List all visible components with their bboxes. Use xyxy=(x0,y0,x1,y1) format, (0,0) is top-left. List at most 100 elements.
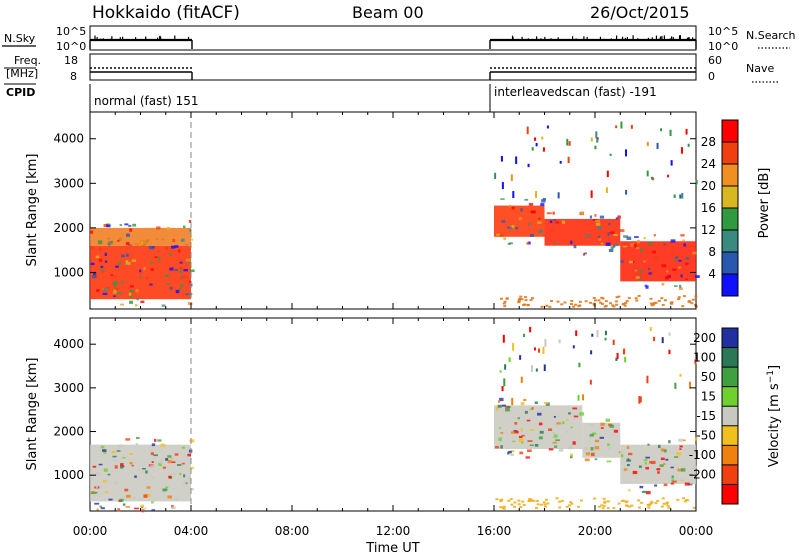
heatmap-speckle xyxy=(678,287,683,291)
ground-scatter xyxy=(606,507,610,510)
heatmap-speckle xyxy=(166,283,170,286)
sparse-scatter xyxy=(578,362,581,368)
colorbar-swatch xyxy=(722,186,738,208)
ground-scatter xyxy=(682,295,686,298)
heatmap-speckle xyxy=(170,457,173,460)
heatmap-speckle xyxy=(126,233,130,237)
ground-scatter xyxy=(676,498,680,501)
heatmap-speckle xyxy=(500,445,503,449)
heatmap-speckle xyxy=(525,456,530,459)
sparse-scatter xyxy=(625,189,628,195)
heatmap-speckle xyxy=(597,225,602,229)
velocity-colorbar: 200 100 50 15 -15 -50 -100 -200 xyxy=(689,327,739,505)
ground-scatter xyxy=(570,502,574,505)
heatmap-speckle xyxy=(555,439,560,442)
heatmap-speckle xyxy=(529,444,535,447)
heatmap-speckle xyxy=(189,228,192,232)
cpid-segment-1: normal (fast) 151 xyxy=(94,94,198,108)
heatmap-speckle xyxy=(160,443,166,447)
heatmap-speckle xyxy=(148,245,154,250)
heatmap-speckle xyxy=(174,453,179,456)
heatmap-speckle xyxy=(131,464,134,467)
heatmap-speckle xyxy=(605,418,611,422)
sparse-scatter xyxy=(526,126,529,135)
ground-scatter xyxy=(529,299,533,302)
heatmap-speckle xyxy=(120,303,124,306)
ground-scatter xyxy=(565,505,569,508)
heatmap-speckle xyxy=(643,459,648,462)
sparse-scatter xyxy=(616,352,619,360)
y-tick-label: 3000 xyxy=(53,381,84,395)
heatmap-speckle xyxy=(113,284,117,288)
heatmap-speckle xyxy=(529,234,534,237)
heatmap-speckle xyxy=(666,270,669,273)
heatmap-speckle xyxy=(183,474,186,478)
heatmap-speckle xyxy=(95,472,101,476)
heatmap-speckle xyxy=(529,408,533,411)
heatmap-speckle xyxy=(162,488,167,492)
sparse-scatter xyxy=(594,145,597,150)
ground-scatter xyxy=(503,300,507,303)
heatmap-speckle xyxy=(161,304,166,307)
heatmap-speckle xyxy=(106,224,111,228)
ground-scatter xyxy=(601,507,605,510)
ground-scatter xyxy=(640,501,644,504)
heatmap-speckle xyxy=(589,215,593,219)
heatmap-speckle xyxy=(682,439,686,442)
heatmap-speckle xyxy=(546,212,552,215)
heatmap-speckle xyxy=(605,242,611,246)
heatmap-speckle xyxy=(660,448,665,452)
heatmap-speckle xyxy=(613,245,616,248)
heatmap-speckle xyxy=(154,256,158,258)
heatmap-speckle xyxy=(150,464,155,468)
sparse-scatter xyxy=(590,137,593,142)
sparse-scatter xyxy=(612,339,615,346)
heatmap-speckle xyxy=(634,236,639,238)
heatmap-speckle xyxy=(610,246,614,250)
heatmap-speckle xyxy=(92,465,97,468)
heatmap-speckle xyxy=(672,480,677,483)
heatmap-speckle xyxy=(501,220,506,223)
heatmap-speckle xyxy=(125,242,130,246)
heatmap-speckle xyxy=(498,427,502,429)
heatmap-speckle xyxy=(117,508,120,512)
sparse-scatter xyxy=(681,192,684,199)
heatmap-speckle xyxy=(119,498,124,502)
heatmap-speckle xyxy=(497,404,502,408)
ground-scatter xyxy=(517,503,521,506)
heatmap-speckle xyxy=(676,452,682,456)
heatmap-speckle xyxy=(505,408,510,412)
heatmap-speckle xyxy=(678,266,681,269)
heatmap-speckle xyxy=(135,289,139,293)
ground-scatter xyxy=(683,500,687,503)
colorbar-tick-label: 28 xyxy=(701,135,716,149)
sparse-scatter xyxy=(535,142,538,147)
ground-scatter xyxy=(531,297,535,300)
heatmap-speckle xyxy=(104,252,107,256)
heatmap-speckle xyxy=(122,456,126,459)
heatmap-speckle xyxy=(495,407,499,411)
ground-scatter xyxy=(666,504,670,507)
heatmap-speckle xyxy=(692,251,697,255)
sparse-scatter xyxy=(606,170,609,178)
heatmap-speckle xyxy=(666,275,671,278)
heatmap-speckle xyxy=(175,289,180,294)
heatmap-speckle xyxy=(505,405,510,409)
colorbar-swatch xyxy=(722,484,738,504)
heatmap-speckle xyxy=(139,269,142,273)
ground-scatter xyxy=(669,301,673,304)
ground-scatter xyxy=(611,304,615,307)
heatmap-speckle xyxy=(118,291,123,294)
sparse-scatter xyxy=(541,136,544,140)
heatmap-speckle xyxy=(179,472,182,476)
heatmap-speckle xyxy=(151,501,154,504)
heatmap-speckle xyxy=(114,465,118,469)
heatmap-speckle xyxy=(595,219,601,223)
heatmap-speckle xyxy=(552,211,555,215)
station-title: Hokkaido (fitACF) xyxy=(92,3,240,23)
heatmap-speckle xyxy=(672,268,677,271)
heatmap-speckle xyxy=(570,455,573,459)
heatmap-speckle xyxy=(688,483,693,486)
heatmap-speckle xyxy=(102,449,107,452)
heatmap-speckle xyxy=(113,459,116,462)
